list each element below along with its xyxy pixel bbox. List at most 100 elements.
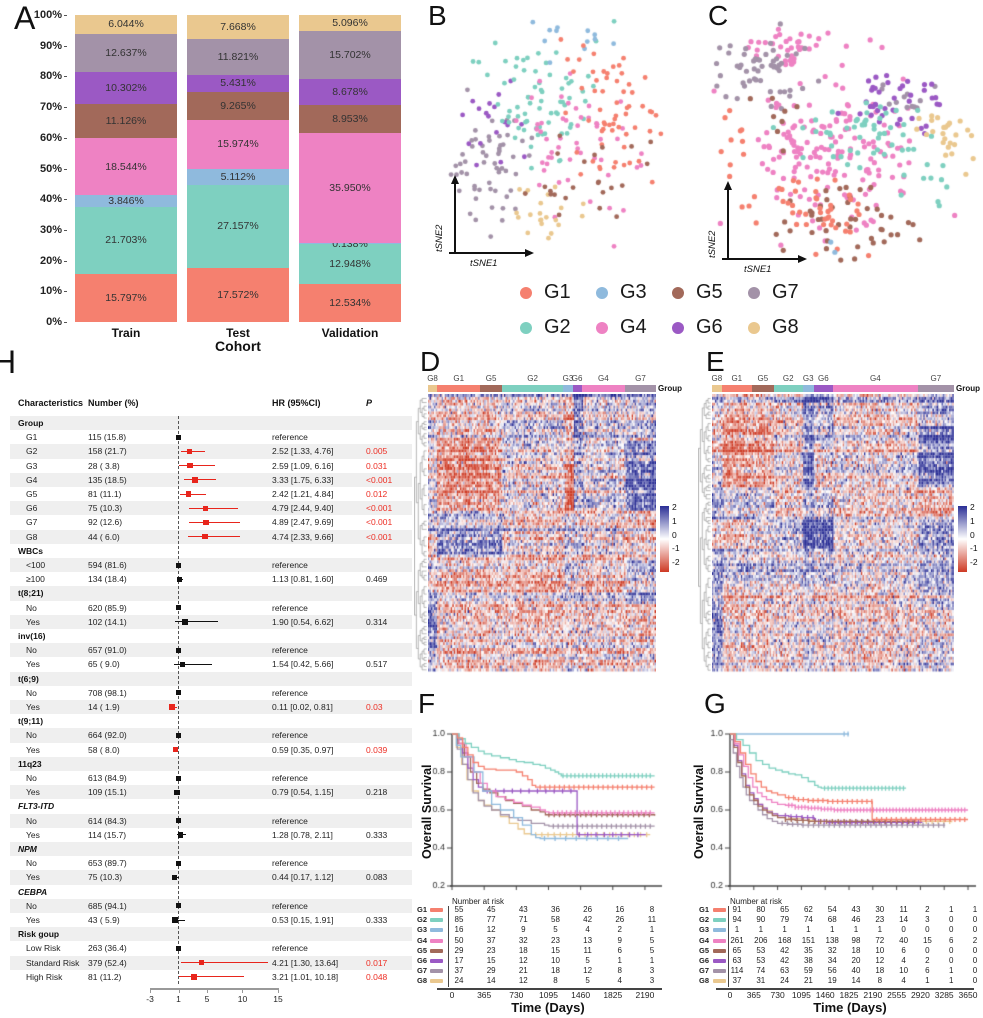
risk-count: 8 xyxy=(877,976,883,986)
colorbar-tick-label: 2 xyxy=(970,502,975,512)
legend-item-g3: G3 xyxy=(596,281,647,304)
forest-row-label: No xyxy=(26,687,37,698)
forest-row-number: 657 (91.0) xyxy=(88,645,127,656)
forest-row-label: No xyxy=(26,900,37,911)
forest-row-hr-text: 4.21 [1.30, 13.64] xyxy=(272,957,339,968)
legend-item-g2: G2 xyxy=(520,316,571,339)
forest-row-hr-text: 2.59 [1.09, 6.16] xyxy=(272,460,334,471)
x-axis-tick-label: 3650 xyxy=(958,990,978,1000)
tsne-c-y-axis-label: tSNE2 xyxy=(707,230,718,258)
bar-y-tick-mark xyxy=(64,168,67,170)
risk-count: 12 xyxy=(486,925,496,935)
risk-count: 1 xyxy=(948,966,954,976)
legend-dot-g8 xyxy=(748,321,760,334)
bar-y-tick-mark xyxy=(64,137,67,139)
forest-row-p-value: 0.517 xyxy=(366,659,388,670)
forest-ref-marker xyxy=(176,775,181,781)
risk-count: 24 xyxy=(780,976,790,986)
risk-count: 3 xyxy=(649,966,655,976)
bar-segment-value-label: 9.265% xyxy=(220,99,256,112)
forest-row-hr-text: 0.44 [0.17, 1.12] xyxy=(272,872,334,883)
forest-row-label: <100 xyxy=(26,560,46,570)
x-axis-tick-label: 0 xyxy=(449,990,455,1000)
risk-count: 138 xyxy=(825,935,839,945)
forest-row-label: No xyxy=(26,730,37,741)
risk-count: 4 xyxy=(585,925,590,935)
panel-f-letter: F xyxy=(418,688,436,719)
risk-count: 1 xyxy=(877,925,883,935)
risk-count: 11 xyxy=(647,915,657,925)
risk-count: 5 xyxy=(585,956,590,965)
group-bar-segment-g6 xyxy=(813,385,833,392)
forest-row-label: No xyxy=(26,645,37,656)
risk-count: 0 xyxy=(972,956,978,965)
forest-ci-whisker xyxy=(188,521,241,524)
forest-row-number: 685 (94.1) xyxy=(88,900,127,911)
bar-segment-value-label: 5.112% xyxy=(220,170,256,183)
risk-row-swatch-g6 xyxy=(713,959,726,963)
risk-count: 37 xyxy=(454,966,464,976)
bar-y-tick-mark xyxy=(64,45,67,47)
panel-b-letter: B xyxy=(428,0,447,31)
bar-segment xyxy=(75,33,177,73)
risk-row-name-g8: G8 xyxy=(417,976,428,986)
risk-table-left-line xyxy=(448,906,449,987)
forest-row-number: 58 ( 8.0) xyxy=(88,744,120,755)
group-bar-segment-g4 xyxy=(581,385,625,392)
forest-ref-marker xyxy=(176,562,181,568)
forest-x-axis-tick xyxy=(206,988,208,993)
bar-segment xyxy=(299,132,401,244)
forest-row-label: G3 xyxy=(26,460,38,471)
risk-row-swatch-g1 xyxy=(713,908,726,912)
bar-y-tick-mark xyxy=(64,229,67,231)
forest-row-label: Group xyxy=(18,418,44,428)
forest-hr-marker xyxy=(185,491,192,497)
forest-row-number: 134 (18.4) xyxy=(88,574,127,585)
x-axis-tick-label: 2555 xyxy=(887,990,907,1000)
legend-dot-g6 xyxy=(672,321,684,334)
group-bar-label-g1: G1 xyxy=(731,374,743,383)
risk-count: 1 xyxy=(649,956,655,965)
bar-segment xyxy=(299,105,401,133)
risk-row-name-g6: G6 xyxy=(417,956,428,965)
group-bar-segment-g8 xyxy=(712,385,722,392)
forest-row-number: 28 ( 3.8) xyxy=(88,460,120,471)
bar-segment xyxy=(187,38,289,75)
risk-table-axis-line xyxy=(437,988,662,990)
risk-count: 14 xyxy=(486,976,496,986)
forest-row-label: ≥100 xyxy=(26,574,45,585)
tsne-c-x-axis-label: tSNE1 xyxy=(744,264,772,275)
risk-count: 9 xyxy=(521,925,526,935)
risk-count: 19 xyxy=(827,976,837,986)
risk-count: 21 xyxy=(518,966,528,976)
risk-count: 74 xyxy=(756,966,766,976)
risk-count: 5 xyxy=(649,945,655,955)
forest-row-hr-text: reference xyxy=(272,687,308,698)
forest-row-number: 75 (10.3) xyxy=(88,503,123,514)
x-axis-tick-label: 1825 xyxy=(839,990,859,1000)
risk-count: 1 xyxy=(782,925,787,935)
risk-count: 68 xyxy=(827,915,837,925)
bar-category-label: Test xyxy=(226,326,250,340)
risk-count: 77 xyxy=(486,915,496,925)
forest-row-label: CEBPA xyxy=(18,886,48,897)
forest-x-axis-tick-label: 5 xyxy=(204,994,210,1004)
forest-row-number: 114 (15.7) xyxy=(88,829,127,840)
forest-row-p-value: 0.03 xyxy=(366,702,383,712)
risk-count: 3 xyxy=(925,915,930,925)
forest-row-label: Yes xyxy=(26,744,40,755)
forest-ref-marker xyxy=(176,733,181,738)
bar-segment-value-label: 35.950% xyxy=(329,182,371,195)
forest-row-hr-text: reference xyxy=(272,858,308,869)
forest-row-label: G6 xyxy=(26,503,38,514)
group-bar-segment-g5 xyxy=(751,385,774,392)
risk-row-swatch-g5 xyxy=(430,948,443,953)
risk-count: 5 xyxy=(649,935,655,945)
risk-count: 43 xyxy=(518,905,528,914)
forest-hr-marker xyxy=(176,576,183,583)
colorbar-tick-label: -1 xyxy=(672,543,680,554)
bar-y-tick-mark xyxy=(64,76,67,78)
risk-count: 3 xyxy=(649,976,655,986)
forest-x-axis-tick-label: 1 xyxy=(176,994,181,1004)
legend-item-g6: G6 xyxy=(672,316,723,339)
